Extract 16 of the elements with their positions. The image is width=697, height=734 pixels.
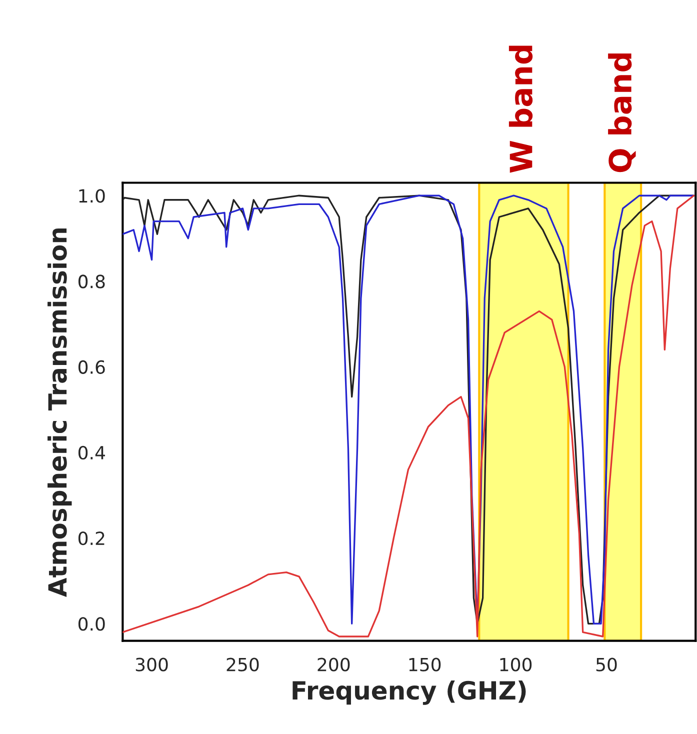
y-tick-label: 0.2 — [78, 532, 104, 546]
x-axis-title: Frequency (GHZ) — [292, 680, 526, 705]
x-tick-label: 300 — [136, 658, 168, 672]
band-label: Q band — [608, 53, 636, 172]
x-tick-label: 150 — [409, 658, 441, 672]
y-tick-label: 1.0 — [79, 189, 105, 203]
y-tick-label: 0.4 — [78, 446, 105, 460]
x-tick-label: 50 — [596, 658, 617, 672]
x-tick-label: 250 — [226, 658, 259, 672]
x-tick-label: 200 — [318, 658, 350, 672]
y-tick-label: 0.8 — [78, 274, 105, 288]
band-label: W band — [508, 46, 533, 173]
y-axis-title: Atmospheric Transmission — [48, 228, 72, 597]
x-tick-label: 100 — [500, 658, 532, 672]
y-tick-label: 0.6 — [78, 360, 105, 374]
y-tick-label: 0.0 — [78, 617, 105, 631]
